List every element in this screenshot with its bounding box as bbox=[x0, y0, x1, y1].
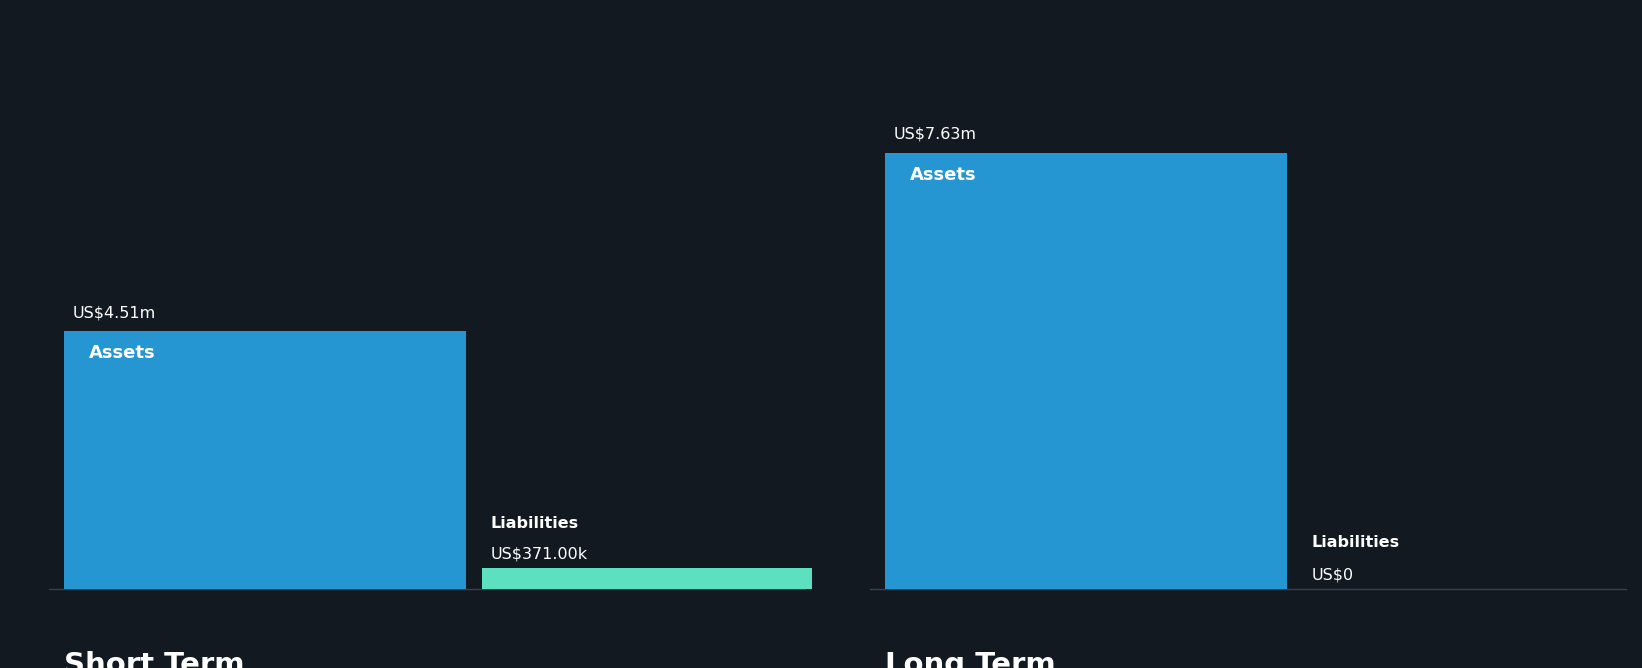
Text: US$7.63m: US$7.63m bbox=[893, 127, 977, 142]
Bar bbox=[483, 568, 811, 589]
Text: US$0: US$0 bbox=[1312, 568, 1353, 583]
Bar bbox=[64, 331, 466, 589]
Text: US$4.51m: US$4.51m bbox=[72, 305, 156, 321]
Bar bbox=[885, 153, 1287, 589]
Text: Liabilities: Liabilities bbox=[491, 516, 578, 531]
Text: Short Term: Short Term bbox=[64, 651, 245, 668]
Text: Assets: Assets bbox=[89, 345, 156, 363]
Text: Assets: Assets bbox=[910, 166, 977, 184]
Text: Liabilities: Liabilities bbox=[1312, 535, 1399, 550]
Text: Long Term: Long Term bbox=[885, 651, 1056, 668]
Text: US$371.00k: US$371.00k bbox=[491, 546, 588, 562]
